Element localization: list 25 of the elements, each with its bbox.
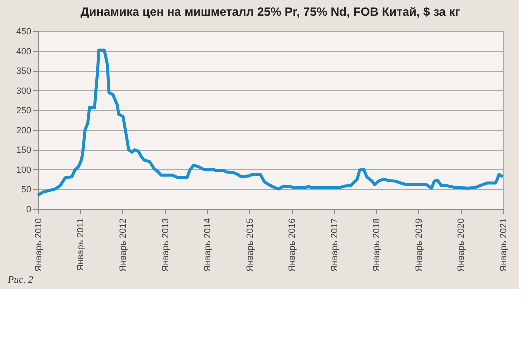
x-tick-label: Январь 2012 <box>118 218 128 272</box>
chart-title: Динамика цен на мишметалл 25% Pr, 75% Nd, FOB Китай, $ за кг <box>80 5 460 19</box>
x-tick-label: Январь 2010 <box>34 218 44 272</box>
y-tick-label: 400 <box>16 46 32 56</box>
line-series <box>36 48 504 198</box>
x-tick-label: Январь 2017 <box>329 218 340 272</box>
x-tick-label: Январь 2021 <box>498 218 508 272</box>
x-tick-label: Январь 2015 <box>244 218 255 272</box>
y-tick-label: 100 <box>16 164 32 175</box>
x-tick-label: Январь 2014 <box>202 218 213 272</box>
x-tick-label: Январь 2020 <box>456 218 466 272</box>
y-tick-label: 300 <box>16 86 32 96</box>
y-tick-label: 0 <box>26 204 32 214</box>
y-tick-label: 200 <box>16 125 32 136</box>
y-tick-label: 150 <box>16 145 32 156</box>
text: Рис. 2 <box>7 275 34 286</box>
x-tick-label: Январь 2013 <box>160 218 170 272</box>
y-tick-label: 50 <box>21 184 32 195</box>
y-tick-label: 350 <box>16 66 32 76</box>
x-tick-label: Январь 2016 <box>287 218 298 272</box>
y-tick-label: 450 <box>16 26 32 36</box>
x-tick-label: Январь 2019 <box>414 218 424 272</box>
x-tick-label: Январь 2018 <box>372 218 382 272</box>
x-tick-label: Январь 2011 <box>76 218 86 272</box>
y-tick-label: 250 <box>16 106 32 116</box>
